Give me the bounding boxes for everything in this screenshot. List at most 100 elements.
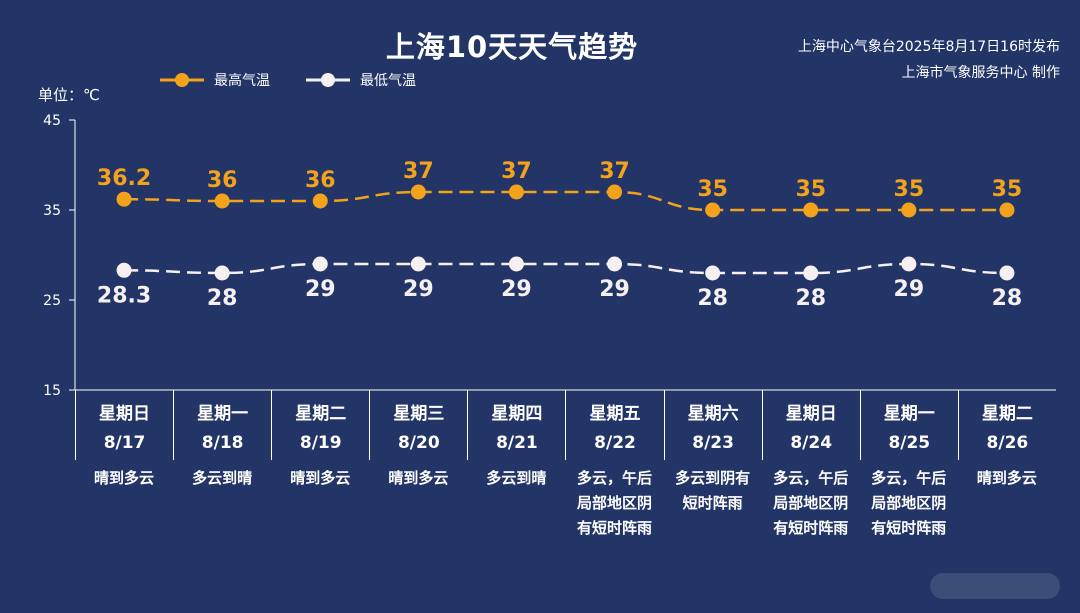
high-point [312,193,328,209]
low-point [312,256,328,272]
weather-description: 晴到多云 [290,469,351,487]
y-tick-label: 35 [43,203,61,219]
low-point [508,256,524,272]
weather-description: 晴到多云 [976,469,1037,487]
low-value-label: 29 [894,277,925,302]
high-value-label: 35 [795,177,826,202]
source-line-producer: 上海市气象服务中心 制作 [901,65,1060,81]
high-value-label: 36 [207,168,238,193]
day-column: 星期五 8/22 [565,390,663,460]
day-column: 星期一 8/25 [859,390,958,460]
weather-description: 多云，午后 局部地区阴 有短时阵雨 [773,469,849,537]
low-point [116,262,132,278]
low-value-label: 28 [992,286,1023,311]
day-date: 8/24 [790,433,833,453]
day-of-week: 星期一 [883,404,935,424]
high-point [705,202,721,218]
day-date: 8/17 [103,433,146,453]
weather-description: 多云，午后 局部地区阴 有短时阵雨 [577,469,653,537]
day-date: 8/22 [594,433,636,453]
low-value-label: 29 [599,277,630,302]
weather-row: 晴到多云 多云到晴 晴到多云 晴到多云 多云到晴 多云，午后 局部地区阴 有短时阵雨 多云到… [75,466,1056,541]
day-of-week: 星期六 [687,404,739,424]
high-point [803,202,819,218]
low-point [214,265,230,281]
low-point [901,256,917,272]
day-column: 星期二 8/26 [957,390,1056,460]
low-value-label: 29 [305,277,336,302]
low-value-label: 29 [403,277,434,302]
low-value-label: 28 [795,286,826,311]
high-value-label: 35 [697,177,728,202]
day-date: 8/25 [888,433,931,453]
day-table: 星期日 8/17 星期一 8/18 星期二 8/19 星期三 8/20 星期四 8/21 星期五 8/… [75,390,1056,460]
y-tick-label: 45 [43,113,61,129]
day-of-week: 星期日 [99,404,151,424]
low-value-label: 28 [207,286,238,311]
day-date: 8/18 [201,433,244,453]
high-value-label: 35 [894,177,925,202]
high-point [999,202,1015,218]
day-date: 8/21 [496,433,538,453]
low-point [410,256,426,272]
low-value-label: 29 [501,277,532,302]
low-value-label: 28 [697,286,728,311]
day-of-week: 星期三 [393,404,445,424]
low-point [803,265,819,281]
low-series-line [124,262,1007,275]
high-point [214,193,230,209]
legend-high: 最高气温 [160,70,270,90]
high-series-line [124,190,1007,212]
day-of-week: 星期二 [295,404,347,424]
low-point [705,265,721,281]
unit-label: 单位：℃ [38,86,100,104]
legend-high-label: 最高气温 [214,73,270,89]
day-column: 星期二 8/19 [271,390,369,460]
day-of-week: 星期一 [197,404,249,424]
day-date: 8/20 [397,433,440,453]
high-point [116,191,132,207]
legend-low-marker [306,73,350,87]
weather-description: 晴到多云 [94,469,155,487]
legend-low: 最低气温 [306,70,416,90]
high-value-label: 37 [599,159,630,184]
weather-description: 多云，午后 局部地区阴 有短时阵雨 [871,469,947,537]
legend-low-label: 最低气温 [360,73,416,89]
day-column: 星期日 8/24 [761,390,860,460]
day-of-week: 星期二 [981,404,1033,424]
day-column: 星期四 8/21 [467,390,565,460]
high-point [607,184,623,200]
source-info: 上海中心气象台2025年8月17日16时发布 上海市气象服务中心 制作 [798,34,1060,86]
legend-high-marker [160,73,204,87]
day-column: 星期六 8/23 [663,390,762,460]
low-point [607,256,623,272]
weather-description: 多云到阴有 短时阵雨 [675,469,751,512]
high-value-label: 36.2 [97,166,151,191]
day-date: 8/23 [692,433,734,453]
day-date: 8/26 [986,433,1029,453]
high-value-label: 37 [501,159,532,184]
legend: 最高气温 最低气温 [160,70,452,90]
high-point [901,202,917,218]
high-value-label: 35 [992,177,1023,202]
high-value-label: 37 [403,159,434,184]
low-value-label: 28.3 [97,283,151,308]
day-of-week: 星期日 [785,404,837,424]
day-of-week: 星期五 [589,404,641,424]
day-column: 星期日 8/17 [75,390,173,460]
y-tick-label: 15 [43,383,61,399]
day-column: 星期三 8/20 [369,390,467,460]
weather-description: 多云到晴 [192,469,253,487]
source-line-issuer: 上海中心气象台2025年8月17日16时发布 [797,39,1060,55]
weather-description: 多云到晴 [486,469,547,487]
watermark [930,573,1060,599]
chart-title: 上海10天天气趋势 [385,30,639,64]
high-value-label: 36 [305,168,336,193]
day-of-week: 星期四 [491,404,543,424]
y-tick-label: 25 [43,293,61,309]
high-point [410,184,426,200]
day-date: 8/19 [299,433,342,453]
high-point [508,184,524,200]
day-column: 星期一 8/18 [173,390,271,460]
